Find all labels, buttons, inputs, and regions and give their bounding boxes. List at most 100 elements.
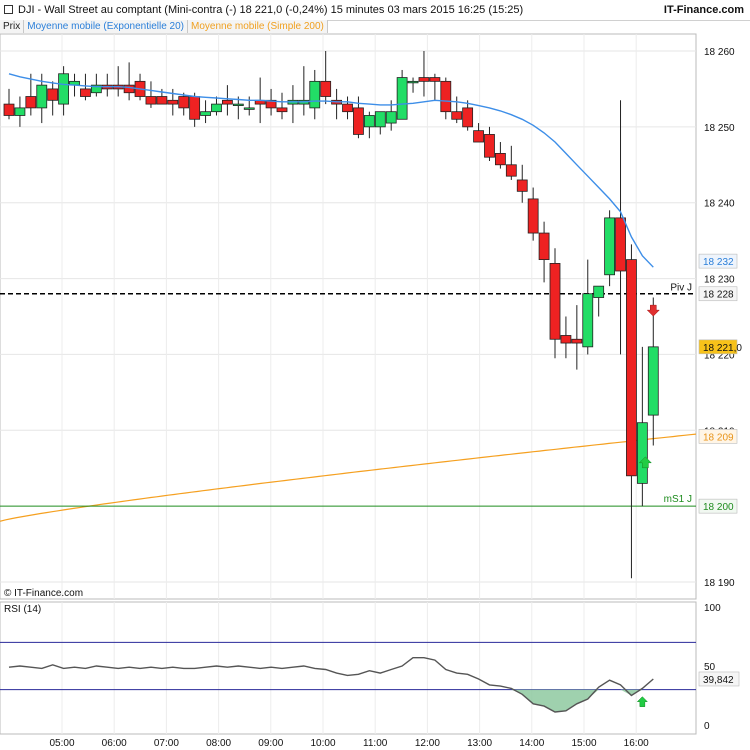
candle-body — [80, 88, 91, 97]
candle-body — [25, 96, 37, 109]
rsi-value-tag: 39,842 — [703, 675, 734, 686]
rsi-oversold-fill — [511, 689, 643, 713]
candle-body — [593, 285, 605, 298]
candle-body — [626, 259, 637, 477]
candle-body — [571, 338, 583, 344]
ema-value-tag: 18 232 — [703, 257, 734, 268]
rsi-value-tag-box — [698, 671, 740, 687]
price-tick-label: 18 260 — [704, 47, 735, 58]
rsi-tick-label: 50 — [704, 662, 716, 673]
chart-title: DJI - Wall Street au comptant (Mini-cont… — [18, 4, 524, 16]
candle-body — [374, 111, 386, 128]
time-tick-label: 16:00 — [624, 738, 649, 749]
candle-body — [484, 134, 495, 158]
candle-body — [309, 80, 321, 109]
title-bar: DJI - Wall Street au comptant (Mini-cont… — [0, 0, 750, 21]
sma-value-tag: 18 209 — [703, 432, 734, 443]
candle-body — [265, 99, 277, 109]
candle-body — [538, 232, 550, 261]
candle-body — [189, 96, 201, 120]
candle-body — [462, 107, 474, 128]
candle-body — [211, 103, 222, 113]
candle-body — [396, 77, 408, 120]
candle-body — [342, 103, 353, 113]
candle-body — [505, 164, 517, 177]
candle-body — [58, 73, 69, 105]
candle-body — [604, 217, 615, 276]
candle-body — [418, 77, 430, 82]
candle-body — [440, 80, 452, 113]
time-tick-label: 06:00 — [102, 738, 127, 749]
candle-body — [47, 88, 59, 101]
candle-body — [560, 335, 572, 344]
candle-body — [407, 80, 419, 84]
sma-value-tag-box — [698, 429, 738, 444]
rsi-label: RSI (14) — [4, 604, 41, 615]
rsi-panel-border — [0, 601, 697, 735]
time-tick-label: 05:00 — [49, 738, 74, 749]
candle-body — [636, 422, 648, 484]
price-tick-label: 18 190 — [704, 578, 735, 589]
rsi-layer — [0, 641, 696, 713]
last-price-tag: 18 221,0 — [703, 343, 742, 354]
candle-body — [156, 96, 168, 105]
candle-body — [615, 217, 626, 272]
candle-body — [549, 262, 561, 340]
sma200-layer — [0, 433, 697, 522]
last-price-tag-box — [698, 339, 738, 355]
candle-body — [243, 107, 255, 110]
support-value-tag-box — [698, 498, 738, 514]
price-tick-label: 18 230 — [704, 275, 735, 286]
copyright-label: © IT-Finance.com — [4, 588, 83, 599]
candle-body — [494, 153, 506, 166]
checkbox-icon[interactable] — [4, 5, 13, 14]
time-tick-label: 09:00 — [258, 738, 283, 749]
rsi-tick-label: 100 — [704, 603, 721, 614]
legend-ema[interactable]: Moyenne mobile (Exponentielle 20) — [24, 20, 188, 33]
candle-body — [232, 103, 244, 106]
time-tick-label: 15:00 — [571, 738, 596, 749]
candles-layer — [3, 51, 659, 579]
candle-body — [451, 111, 463, 120]
candle-body — [353, 107, 364, 135]
candle-body — [473, 130, 484, 143]
candle-body — [647, 346, 659, 416]
support-label: mS1 J — [664, 494, 692, 505]
candle-body — [178, 96, 190, 109]
time-tick-label: 12:00 — [415, 738, 440, 749]
price-tick-label: 18 240 — [704, 199, 735, 210]
time-tick-label: 14:00 — [519, 738, 544, 749]
pivot-label: Piv J — [670, 283, 692, 294]
candle-body — [145, 96, 157, 105]
sell-arrow-icon — [646, 304, 660, 317]
candle-body — [3, 103, 15, 116]
rsi-tick-label: 0 — [704, 721, 710, 732]
pivot-value-tag-box — [698, 286, 738, 302]
time-tick-label: 11:00 — [363, 738, 388, 749]
candle-body — [36, 84, 48, 109]
sma200-line — [0, 433, 697, 522]
brand-label[interactable]: IT-Finance.com — [663, 4, 744, 16]
candle-body — [582, 293, 594, 348]
candle-body — [385, 111, 397, 124]
rsi-line — [8, 657, 654, 713]
time-tick-label: 10:00 — [310, 738, 335, 749]
indicator-legend: Prix Moyenne mobile (Exponentielle 20) Moy… — [0, 20, 328, 34]
support-value-tag: 18 200 — [703, 502, 734, 513]
candle-body — [221, 99, 233, 105]
legend-sma[interactable]: Moyenne mobile (Simple 200) — [188, 20, 328, 33]
time-tick-label: 07:00 — [154, 738, 179, 749]
ema20-line — [8, 73, 654, 268]
candle-body — [429, 77, 441, 82]
price-tick-label: 18 250 — [704, 123, 735, 134]
ema20-layer — [8, 73, 654, 268]
time-tick-label: 08:00 — [206, 738, 231, 749]
time-axis: 05:00 06:00 07:00 08:00 09:00 10:00 11:00 12:00… — [49, 738, 649, 749]
price-tick-label: 18 220 — [704, 350, 735, 361]
ema-value-tag-box — [698, 253, 738, 269]
tab-prix[interactable]: Prix — [0, 20, 25, 33]
buy-arrow-icon — [638, 456, 652, 469]
price-grid — [0, 34, 696, 734]
